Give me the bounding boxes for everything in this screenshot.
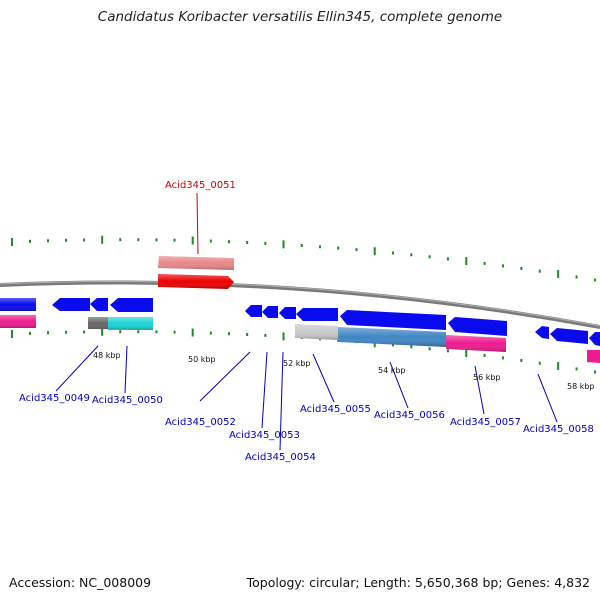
gene-feature-0057a[interactable]	[448, 317, 507, 336]
kbp-label-58: 58 kbp	[567, 382, 595, 391]
lower-tick-track	[11, 327, 596, 374]
gene-label-0049[interactable]: Acid345_0049	[19, 393, 90, 404]
kbp-labels: 48 kbp 50 kbp 52 kbp 54 kbp 56 kbp 58 kb…	[93, 351, 595, 391]
kbp-label-52: 52 kbp	[283, 359, 311, 368]
kbp-label-48: 48 kbp	[93, 351, 121, 360]
gene-label-0054[interactable]: Acid345_0054	[245, 452, 316, 463]
leader-line-0057	[474, 365, 485, 415]
gene-label-0052[interactable]: Acid345_0052	[165, 417, 236, 428]
gene-label-0055[interactable]: Acid345_0055	[300, 404, 371, 415]
gene-label-0053[interactable]: Acid345_0053	[229, 430, 300, 441]
gene-feature-0052[interactable]	[245, 305, 262, 317]
gene-feature-0049b[interactable]	[52, 298, 90, 311]
gene-feature-0050a[interactable]	[110, 298, 153, 312]
upper-tick-track	[11, 235, 596, 282]
genome-summary-text: Topology: circular; Length: 5,650,368 bp…	[246, 575, 590, 590]
leader-line-0052	[199, 351, 251, 402]
leader-line-0050	[124, 345, 128, 394]
gene-label-0051[interactable]: Acid345_0051	[165, 180, 236, 191]
kbp-label-54: 54 kbp	[378, 366, 406, 375]
leader-line-0056	[389, 361, 409, 409]
kbp-label-50: 50 kbp	[188, 355, 216, 364]
leader-line-0051	[196, 192, 199, 255]
gene-feature-0058c[interactable]	[589, 332, 600, 346]
gene-feature-0053[interactable]	[262, 306, 278, 318]
leader-line-0054	[279, 351, 284, 451]
gene-feature-0054[interactable]	[279, 307, 296, 319]
gene-features	[0, 256, 600, 363]
gene-feature-0058b[interactable]	[550, 328, 588, 344]
gene-feature-0056a[interactable]	[340, 310, 446, 330]
gene-feature-0058-magenta[interactable]	[587, 350, 600, 363]
map-title: Candidatus Koribacter versatilis Ellin34…	[97, 9, 503, 25]
gene-labels: Acid345_0051 Acid345_0049 Acid345_0050 A…	[19, 180, 594, 463]
accession-text: Accession: NC_008009	[9, 575, 152, 590]
kbp-label-56: 56 kbp	[473, 373, 501, 382]
leader-line-0055	[312, 353, 335, 403]
genome-backbone-highlight	[0, 281, 600, 327]
feature-shading	[0, 256, 506, 352]
gene-feature-0049c[interactable]	[90, 298, 108, 311]
leader-line-0049	[55, 345, 99, 392]
gene-label-0057[interactable]: Acid345_0057	[450, 417, 521, 428]
leader-line-0053	[261, 351, 268, 429]
genome-backbone	[0, 280, 600, 329]
leader-lines	[55, 192, 558, 451]
gene-feature-0055a[interactable]	[296, 308, 338, 321]
gene-label-0056[interactable]: Acid345_0056	[374, 410, 445, 421]
leader-line-0058	[537, 373, 558, 423]
gene-label-0050[interactable]: Acid345_0050	[92, 395, 163, 406]
gene-feature-0058a[interactable]	[535, 326, 549, 339]
gene-label-0058[interactable]: Acid345_0058	[523, 424, 594, 435]
